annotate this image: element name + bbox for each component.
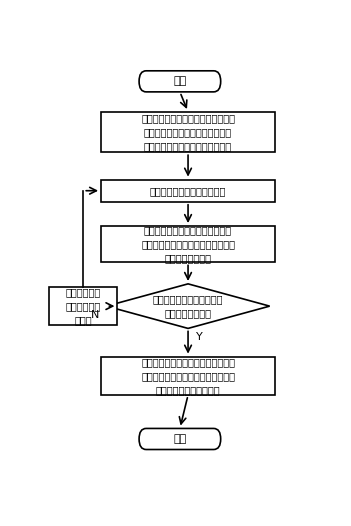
Text: 确定光伏系统的负荷预测模型: 确定光伏系统的负荷预测模型 xyxy=(150,186,226,196)
FancyBboxPatch shape xyxy=(139,429,221,450)
FancyBboxPatch shape xyxy=(139,71,221,92)
Text: 建立计不同时刻室外温度、湿度、风
速、日射量、积云量、光伏雾靠指
数、光伏负荷等参数的历史数据包: 建立计不同时刻室外温度、湿度、风 速、日射量、积云量、光伏雾靠指 数、光伏负荷等… xyxy=(141,113,235,151)
Text: 更新室外温度、湿度、风速、日射
量、积云量、光伏雾靠指数、光伏负
荷等参数的数据包: 更新室外温度、湿度、风速、日射 量、积云量、光伏雾靠指数、光伏负 荷等参数的数据… xyxy=(141,225,235,263)
Text: 导入能源管理系统用于光伏系统的负
荷预测、储能系统的充电控制及整个
光伏大巴系统的能耗评估: 导入能源管理系统用于光伏系统的负 荷预测、储能系统的充电控制及整个 光伏大巴系统… xyxy=(141,357,235,395)
FancyBboxPatch shape xyxy=(49,287,117,326)
FancyBboxPatch shape xyxy=(101,226,275,262)
Text: 开始: 开始 xyxy=(173,76,186,86)
Text: 验证负荷预测模型是否能准
确预测光伏发电量: 验证负荷预测模型是否能准 确预测光伏发电量 xyxy=(153,294,223,318)
FancyBboxPatch shape xyxy=(101,179,275,202)
Text: 光伏系统的负
荷预测模型参
数修正: 光伏系统的负 荷预测模型参 数修正 xyxy=(66,287,101,325)
Text: N: N xyxy=(91,310,100,320)
FancyBboxPatch shape xyxy=(101,112,275,152)
FancyBboxPatch shape xyxy=(101,357,275,395)
Polygon shape xyxy=(106,284,270,328)
Text: 结束: 结束 xyxy=(173,434,186,444)
Text: Y: Y xyxy=(196,332,202,342)
